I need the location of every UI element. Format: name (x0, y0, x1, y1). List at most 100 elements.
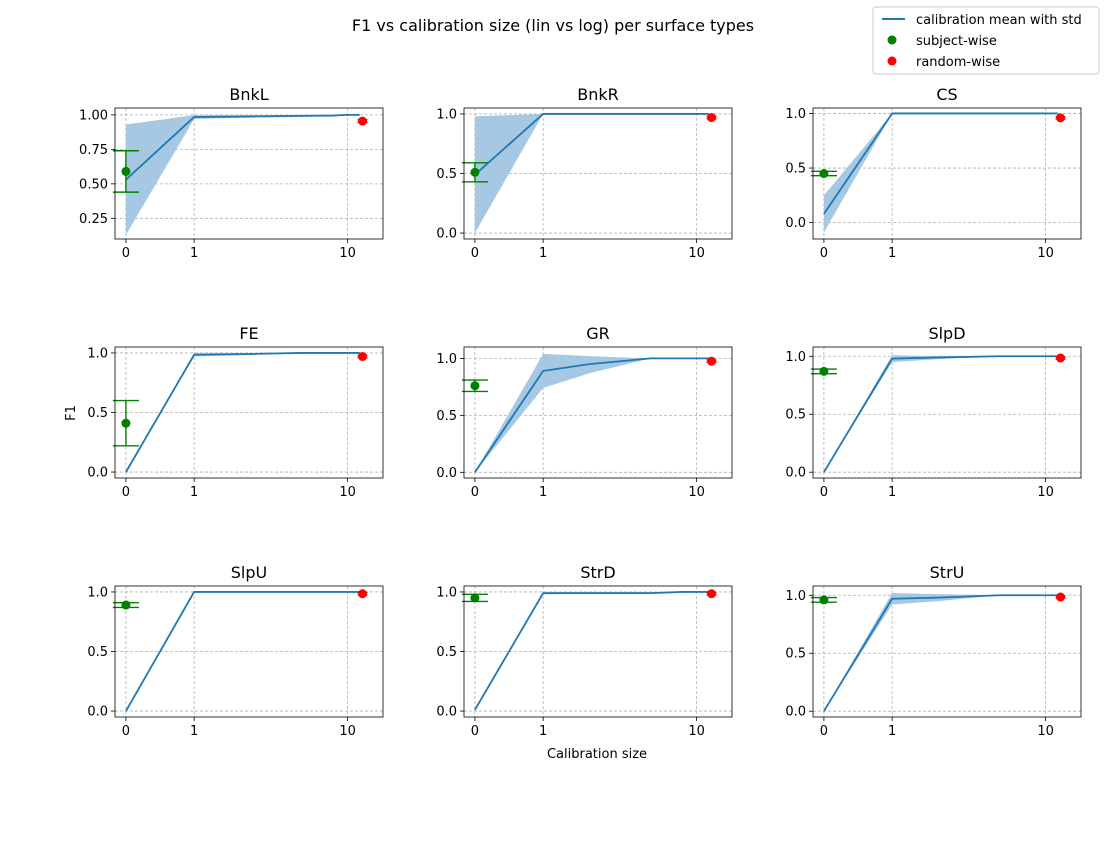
y-tick-label: 0.5 (87, 406, 108, 421)
y-axis-label: F1 (64, 405, 79, 421)
panel-SlpD: 0 1 10 0.0 0.5 1.0 SlpD (785, 324, 1082, 500)
legend-label-subject: subject-wise (916, 34, 997, 49)
axes-frame (812, 585, 1082, 718)
x-tick-label: 10 (688, 246, 705, 261)
y-tick-label: 0.5 (87, 645, 108, 660)
random-point (358, 352, 368, 362)
calibration-mean-line (125, 352, 360, 473)
subject-point (121, 166, 131, 176)
legend-marker-random (887, 56, 897, 66)
calibration-mean-line (823, 112, 1058, 215)
y-tick-label: 1.0 (785, 107, 806, 122)
y-tick-label: 0.75 (79, 143, 108, 158)
y-tick-label: 0.0 (436, 705, 457, 720)
x-tick-label: 10 (1037, 485, 1054, 500)
random-point (358, 589, 368, 599)
x-tick-label: 0 (122, 724, 130, 739)
panel-title: BnkL (229, 85, 268, 104)
panel-StrD: 0 1 10 0.0 0.5 1.0 StrD (436, 563, 733, 739)
x-axis-label: Calibration size (547, 747, 647, 762)
y-tick-label: 0.0 (785, 466, 806, 481)
panel-title: StrD (580, 563, 615, 582)
legend: calibration mean with std subject-wise r… (872, 6, 1100, 75)
y-tick-label: 0.0 (87, 466, 108, 481)
x-tick-label: 10 (688, 724, 705, 739)
x-tick-label: 1 (539, 485, 547, 500)
panel-GR: 0 1 10 0.0 0.5 1.0 GR (436, 324, 733, 500)
y-tick-label: 0.0 (785, 705, 806, 720)
x-tick-label: 0 (471, 485, 479, 500)
y-tick-label: 1.0 (785, 350, 806, 365)
x-tick-label: 10 (1037, 246, 1054, 261)
legend-label-calibration: calibration mean with std (916, 13, 1082, 28)
legend-label-random: random-wise (916, 55, 1000, 70)
random-point (707, 589, 717, 599)
subject-point (121, 600, 131, 610)
axes-frame (812, 107, 1082, 240)
calibration-mean-line (823, 355, 1058, 473)
y-tick-label: 0.25 (79, 212, 108, 227)
calibration-mean-line (125, 113, 360, 181)
panel-title: FE (239, 324, 258, 343)
calibration-mean-line (474, 113, 709, 176)
subject-point (819, 169, 829, 178)
x-tick-label: 0 (820, 485, 828, 500)
x-tick-label: 0 (820, 246, 828, 261)
panel-title: SlpU (231, 563, 267, 582)
y-tick-label: 0.5 (436, 645, 457, 660)
y-tick-label: 1.0 (87, 346, 108, 361)
panel-BnkR: 0 1 10 0.0 0.5 1.0 BnkR (436, 85, 733, 261)
axes-frame (812, 346, 1082, 479)
x-tick-label: 10 (688, 485, 705, 500)
subject-point (470, 381, 480, 391)
x-tick-label: 1 (888, 246, 896, 261)
panel-BnkL: 0 1 10 0.25 0.50 0.75 1.00 BnkL (79, 85, 384, 261)
x-tick-label: 10 (339, 246, 356, 261)
panel-title: StrU (930, 563, 965, 582)
y-tick-label: 0.5 (436, 409, 457, 424)
y-tick-label: 0.0 (87, 705, 108, 720)
x-tick-label: 1 (888, 485, 896, 500)
subject-point (470, 167, 480, 177)
y-tick-label: 0.5 (785, 647, 806, 662)
x-tick-label: 0 (820, 724, 828, 739)
panel-title: GR (586, 324, 610, 343)
calibration-mean-line (474, 357, 709, 473)
y-tick-label: 0.5 (785, 162, 806, 177)
x-tick-label: 0 (471, 246, 479, 261)
y-tick-label: 0.0 (436, 227, 457, 242)
y-tick-label: 1.00 (79, 108, 108, 123)
calibration-mean-line (823, 594, 1058, 712)
random-point (1056, 592, 1066, 602)
panel-title: SlpD (928, 324, 965, 343)
x-tick-label: 10 (339, 485, 356, 500)
y-tick-label: 1.0 (436, 107, 457, 122)
panel-title: CS (936, 85, 957, 104)
std-band (474, 353, 709, 473)
subject-point (819, 366, 829, 376)
y-tick-label: 0.5 (436, 167, 457, 182)
panel-FE: 0 1 10 0.0 0.5 1.0 FE (87, 324, 384, 500)
random-point (707, 113, 717, 123)
legend-box (872, 6, 1100, 75)
y-tick-label: 1.0 (87, 585, 108, 600)
x-tick-label: 0 (122, 485, 130, 500)
y-tick-label: 0.0 (436, 466, 457, 481)
subject-point (470, 593, 480, 603)
y-tick-label: 0.50 (79, 177, 108, 192)
x-tick-label: 1 (539, 724, 547, 739)
calibration-mean-line (474, 591, 709, 711)
panel-StrU: 0 1 10 0.0 0.5 1.0 StrU (785, 563, 1082, 739)
x-tick-label: 0 (471, 724, 479, 739)
std-band (125, 114, 360, 235)
std-band (474, 113, 709, 234)
subject-point (121, 418, 131, 428)
subject-point (819, 595, 829, 605)
x-tick-label: 1 (190, 246, 198, 261)
legend-marker-subject (887, 35, 897, 45)
random-point (1056, 353, 1066, 363)
x-tick-label: 1 (190, 485, 198, 500)
random-point (1056, 113, 1066, 123)
